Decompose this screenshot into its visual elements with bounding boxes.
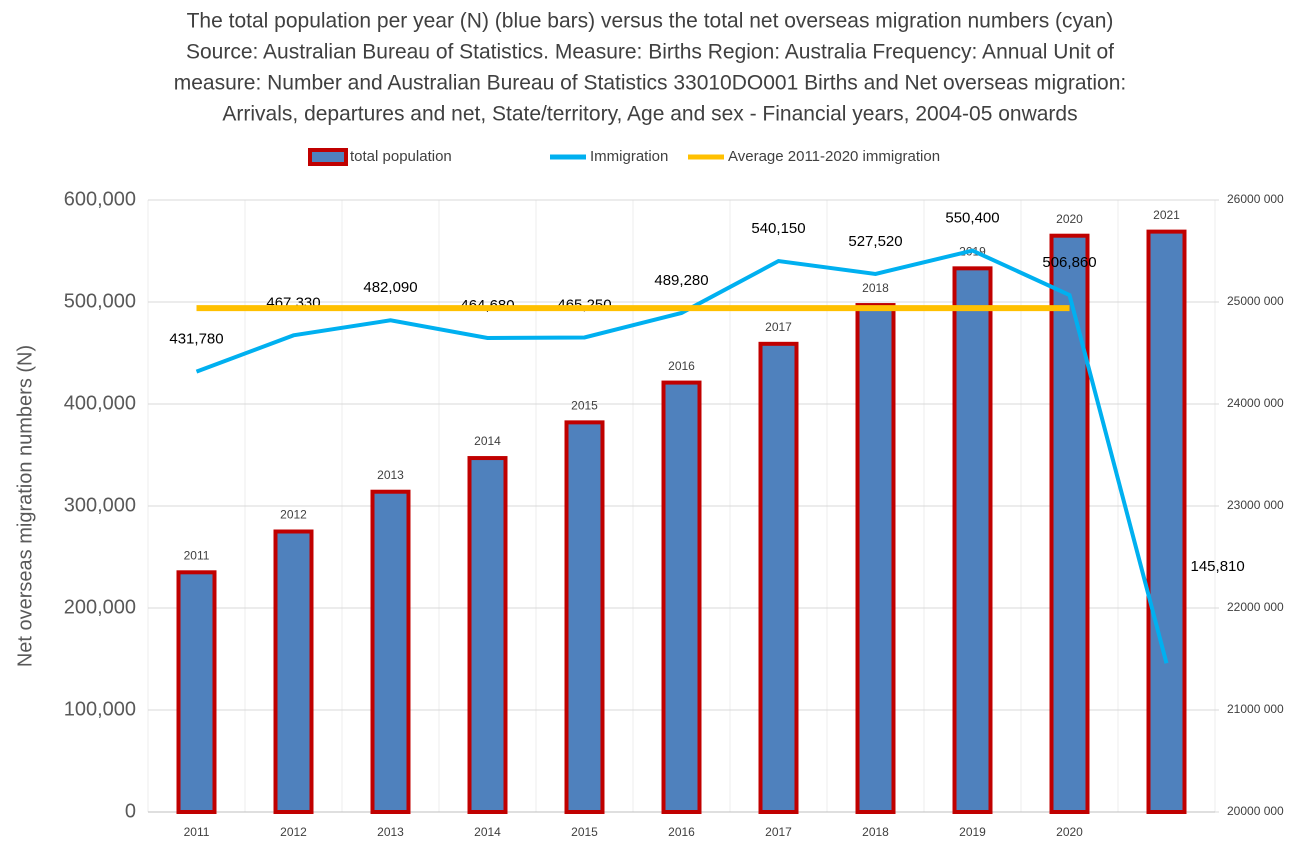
chart-title: Arrivals, departures and net, State/terr… (222, 103, 1077, 126)
y2-tick-label: 25000 000 (1227, 294, 1284, 308)
x-tick-label: 2019 (959, 825, 986, 839)
bar (176, 570, 217, 814)
line (195, 248, 1169, 664)
y-tick-label: 400,000 (64, 392, 136, 414)
bar (855, 303, 896, 814)
x-tick-label: 2020 (1056, 825, 1083, 839)
bar-label: 2011 (184, 548, 210, 562)
bar-label: 2014 (474, 434, 501, 448)
data-label: 550,400 (945, 210, 999, 227)
legend-label: Immigration (590, 148, 668, 165)
bar-label: 2015 (571, 399, 598, 413)
y-tick-label: 600,000 (64, 188, 136, 210)
x-tick-label: 2015 (571, 825, 598, 839)
chart-title: measure: Number and Australian Bureau of… (174, 72, 1127, 95)
x-tick-label: 2016 (668, 825, 695, 839)
bar (661, 380, 702, 814)
chart-title: Source: Australian Bureau of Statistics.… (186, 41, 1114, 64)
bar (564, 420, 605, 814)
bar-label: 2012 (280, 508, 307, 522)
y-tick-label: 100,000 (64, 698, 136, 720)
data-label: 482,090 (363, 279, 417, 296)
bar (273, 529, 314, 814)
y-axis-title: Net overseas migration numbers (N) (14, 345, 36, 667)
y-tick-label: 0 (125, 800, 136, 822)
x-tick-label: 2012 (280, 825, 307, 839)
x-tick-label: 2013 (377, 825, 404, 839)
bar-label: 2018 (862, 281, 889, 295)
x-tick-label: 2014 (474, 825, 501, 839)
y2-tick-label: 24000 000 (1227, 396, 1284, 410)
bar (1146, 229, 1187, 814)
x-tick-label: 2017 (765, 825, 792, 839)
legend-swatch (308, 148, 348, 166)
data-label: 527,520 (848, 233, 902, 250)
y-tick-label: 500,000 (64, 290, 136, 312)
data-label: 506,860 (1042, 254, 1096, 271)
data-label: 145,810 (1191, 558, 1245, 575)
y-tick-label: 200,000 (64, 596, 136, 618)
bar-label: 2017 (765, 320, 792, 334)
data-label: 540,150 (751, 220, 805, 237)
y2-tick-label: 20000 000 (1227, 804, 1284, 818)
chart-title: The total population per year (N) (blue … (187, 10, 1114, 33)
bar (467, 456, 508, 814)
y2-tick-label: 21000 000 (1227, 702, 1284, 716)
bar-label: 2016 (668, 359, 695, 373)
y2-tick-label: 22000 000 (1227, 600, 1284, 614)
bar (952, 266, 993, 814)
bar (370, 489, 411, 814)
bar-label: 2021 (1153, 208, 1180, 222)
data-label: 489,280 (654, 272, 708, 289)
bar-label: 2013 (377, 468, 404, 482)
data-label: 431,780 (169, 331, 223, 348)
y-tick-label: 300,000 (64, 494, 136, 516)
bar-label: 2020 (1056, 212, 1083, 226)
legend-label: total population (350, 148, 452, 165)
x-tick-label: 2011 (184, 825, 210, 839)
legend-label: Average 2011-2020 immigration (728, 148, 940, 165)
bar (1049, 233, 1090, 814)
y2-tick-label: 26000 000 (1227, 192, 1284, 206)
bar (758, 341, 799, 814)
y2-tick-label: 23000 000 (1227, 498, 1284, 512)
x-tick-label: 2018 (862, 825, 889, 839)
